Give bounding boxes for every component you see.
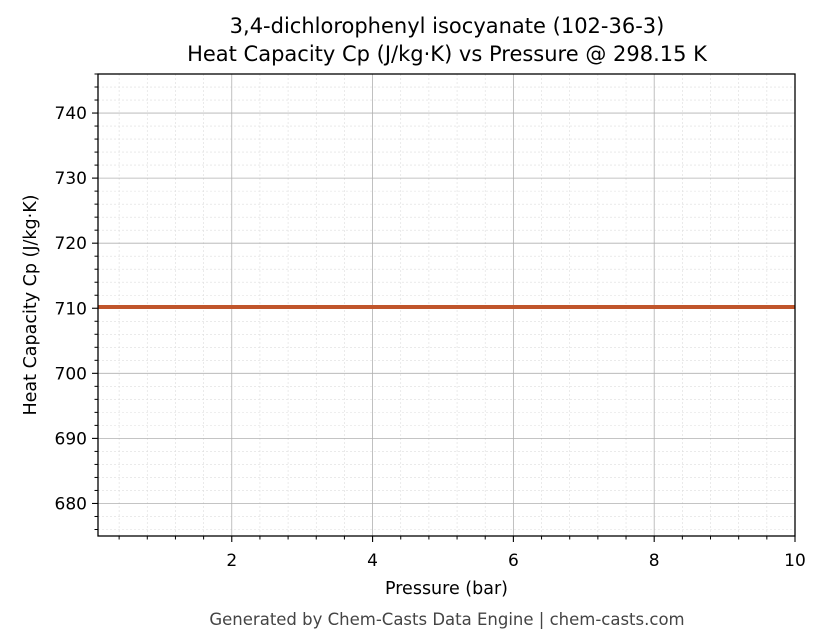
axis-ticks: 2 4 6 8 10 680 690 700 710 720 730 740 xyxy=(55,73,806,571)
chart-title-line-1: 3,4-dichlorophenyl isocyanate (102-36-3) xyxy=(230,14,665,38)
minor-grid xyxy=(98,73,795,536)
footer-credit: Generated by Chem-Casts Data Engine | ch… xyxy=(209,610,684,629)
y-tick-label: 730 xyxy=(55,169,87,189)
y-tick-label: 680 xyxy=(55,494,87,514)
y-tick-label: 710 xyxy=(55,299,87,319)
y-axis-label: Heat Capacity Cp (J/kg·K) xyxy=(21,195,41,416)
x-tick-label: 10 xyxy=(784,551,806,571)
x-tick-label: 2 xyxy=(226,551,237,571)
y-tick-label: 690 xyxy=(55,429,87,449)
chart-title-line-2: Heat Capacity Cp (J/kg·K) vs Pressure @ … xyxy=(187,42,708,66)
plot-frame xyxy=(97,73,796,537)
x-tick-label: 4 xyxy=(367,551,378,571)
x-tick-label: 8 xyxy=(649,551,660,571)
y-tick-label: 720 xyxy=(55,234,87,254)
x-axis-label: Pressure (bar) xyxy=(385,579,508,599)
y-tick-label: 700 xyxy=(55,364,87,384)
x-tick-label: 6 xyxy=(508,551,519,571)
y-tick-label: 740 xyxy=(55,104,87,124)
